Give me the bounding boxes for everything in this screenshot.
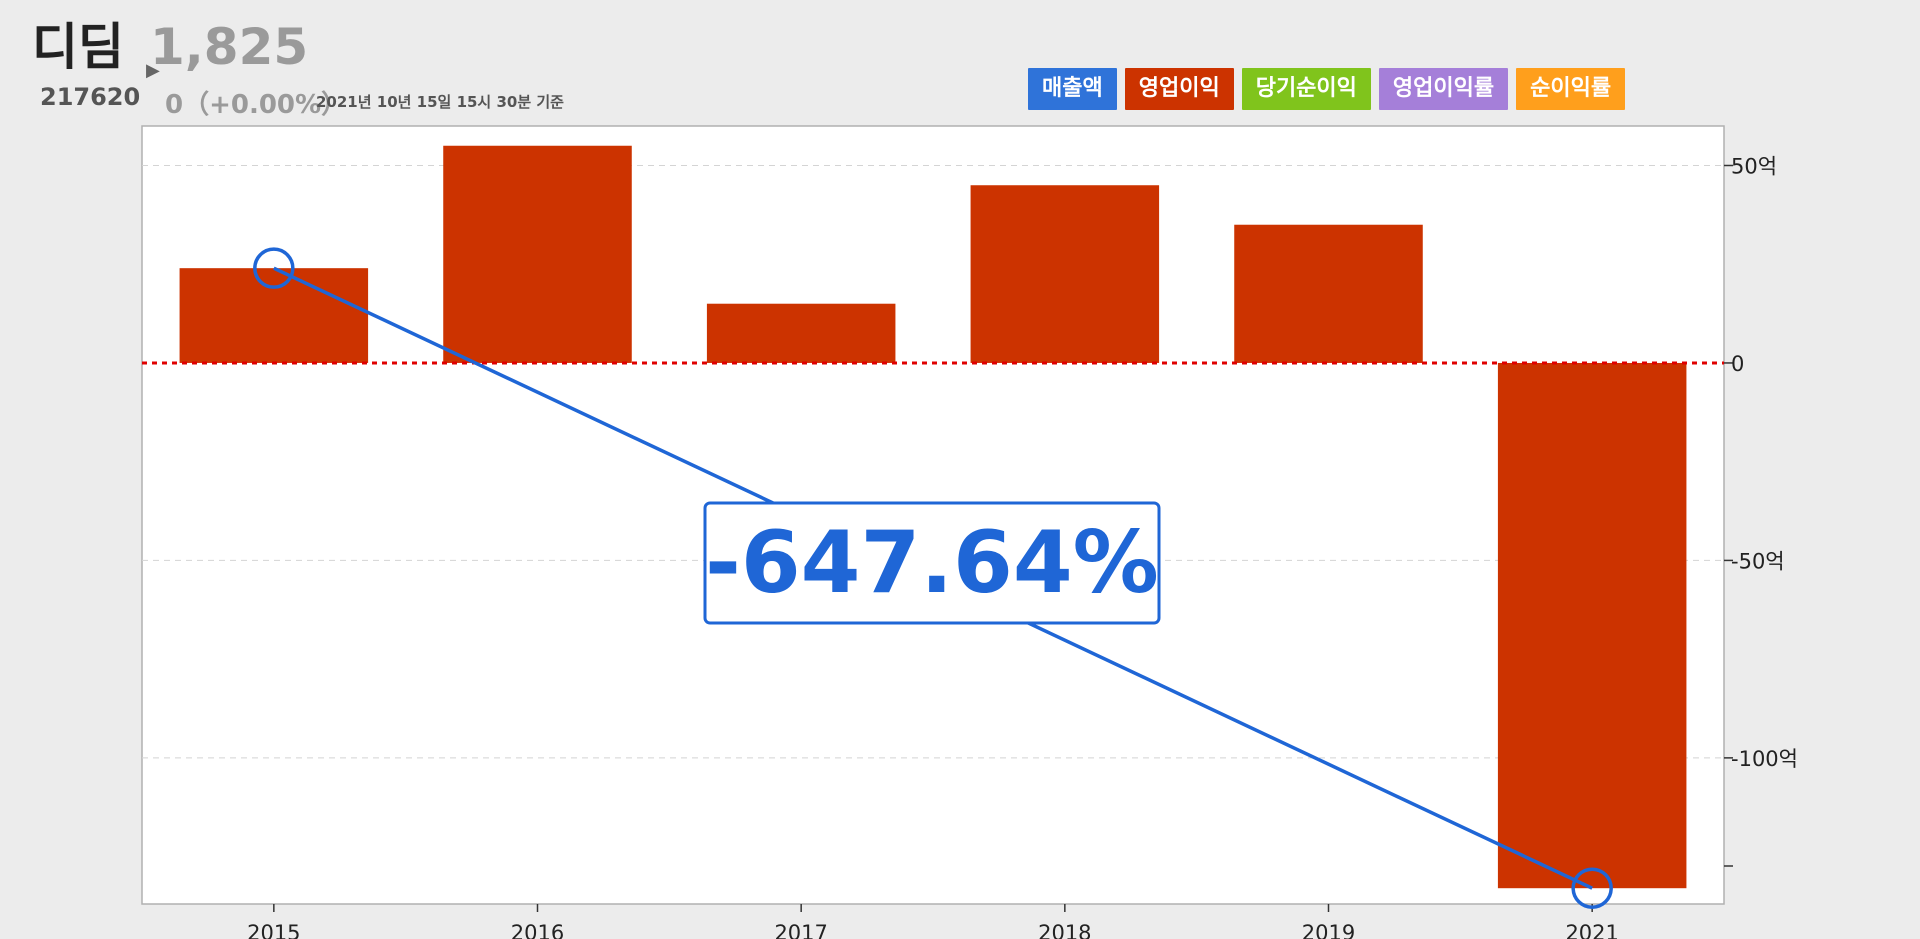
x-axis-tick-label: 2018 xyxy=(1038,921,1091,939)
legend-net-margin-button[interactable]: 순이익률 xyxy=(1516,68,1626,110)
bar xyxy=(443,145,632,363)
bar xyxy=(706,303,896,363)
y-axis-tick-label: -50억 xyxy=(1731,549,1785,573)
x-axis-tick-label: 2016 xyxy=(511,921,564,939)
x-axis-tick-label: 2021 xyxy=(1565,921,1618,939)
price-change: 0（+0.00%） xyxy=(165,90,348,120)
as-of-timestamp: 2021년 10년 15일 15시 30분 기준 xyxy=(316,93,564,111)
bar xyxy=(179,268,369,363)
trend-start-marker xyxy=(253,247,295,289)
change-annotation-box xyxy=(703,501,1161,625)
y-axis-tick-label: 0 xyxy=(1731,352,1744,376)
change-annotation-label: -647.64% xyxy=(705,513,1159,613)
company-code: 217620 xyxy=(40,83,141,111)
company-name: 디딤 xyxy=(32,18,124,76)
legend: 매출액 영업이익 당기순이익 영업이익률 순이익률 xyxy=(1028,68,1626,110)
x-axis-tick-label: 2017 xyxy=(774,921,827,939)
legend-operating-profit-button[interactable]: 영업이익 xyxy=(1124,68,1234,110)
x-axis-tick-label: 2019 xyxy=(1302,921,1355,939)
y-axis-tick-label: 50억 xyxy=(1731,154,1777,178)
y-axis-tick-label: -100억 xyxy=(1731,747,1798,771)
bar xyxy=(970,185,1160,363)
bar xyxy=(1497,362,1687,889)
trend-end-marker xyxy=(1571,867,1613,909)
legend-revenue-button[interactable]: 매출액 xyxy=(1028,68,1117,110)
price-arrow-icon: ▶ xyxy=(146,60,160,81)
stock-price: 1,825 xyxy=(150,18,309,76)
legend-net-income-button[interactable]: 당기순이익 xyxy=(1241,68,1371,110)
x-axis-tick-label: 2015 xyxy=(247,921,300,939)
legend-operating-margin-button[interactable]: 영업이익률 xyxy=(1378,68,1509,110)
bar xyxy=(1234,224,1423,363)
